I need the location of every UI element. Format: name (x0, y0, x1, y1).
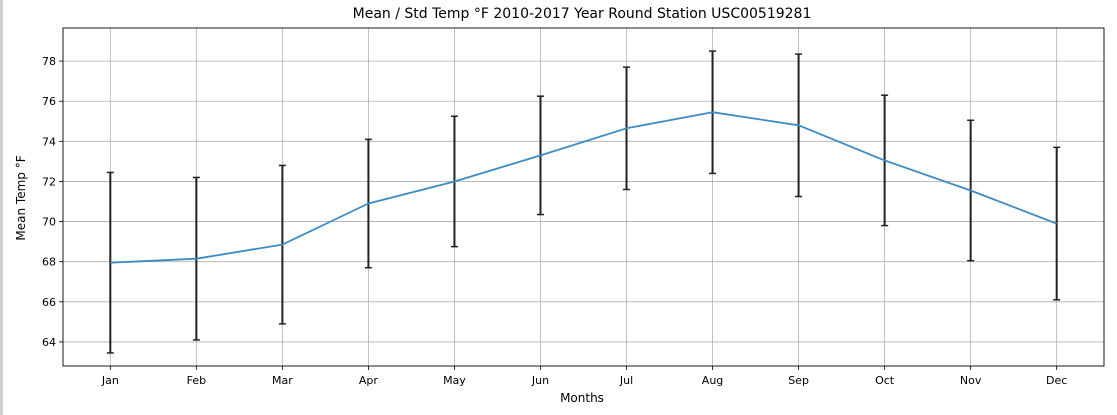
y-tick-label: 70 (42, 216, 56, 229)
y-tick-label: 72 (42, 175, 56, 188)
y-tick-label: 78 (42, 55, 56, 68)
x-tick-label: Dec (1046, 374, 1067, 387)
y-tick-label: 66 (42, 296, 56, 309)
x-axis-label: Months (560, 391, 604, 405)
x-tick-label: Sep (788, 374, 809, 387)
grid-lines (63, 28, 1104, 366)
x-tick-label: Aug (702, 374, 723, 387)
ticks (59, 60, 1058, 370)
y-tick-label: 76 (42, 95, 56, 108)
y-tick-label: 74 (42, 135, 56, 148)
x-tick-label: Jan (101, 374, 119, 387)
series-line (110, 111, 1058, 264)
plot-frame (62, 27, 1105, 367)
x-tick-label: Oct (875, 374, 895, 387)
x-tick-label: Jun (531, 374, 549, 387)
y-axis-label: Mean Temp °F (14, 155, 28, 240)
x-tick-label: May (443, 374, 466, 387)
y-tick-label: 64 (42, 336, 56, 349)
y-tick-label: 68 (42, 256, 56, 269)
chart-title: Mean / Std Temp °F 2010-2017 Year Round … (353, 6, 812, 22)
window-edge (0, 0, 3, 415)
plot-area: 64 66 68 70 72 74 76 78 Jan Feb Mar Apr May Jun Jul Aug… (42, 27, 1105, 387)
x-tick-label: Jul (619, 374, 633, 387)
error-bars (106, 50, 1061, 354)
x-tick-label: Apr (359, 374, 379, 387)
x-tick-label: Feb (187, 374, 206, 387)
tick-labels: 64 66 68 70 72 74 76 78 Jan Feb Mar Apr May Jun Jul Aug… (42, 55, 1067, 387)
x-tick-label: Mar (272, 374, 293, 387)
x-tick-label: Nov (960, 374, 982, 387)
